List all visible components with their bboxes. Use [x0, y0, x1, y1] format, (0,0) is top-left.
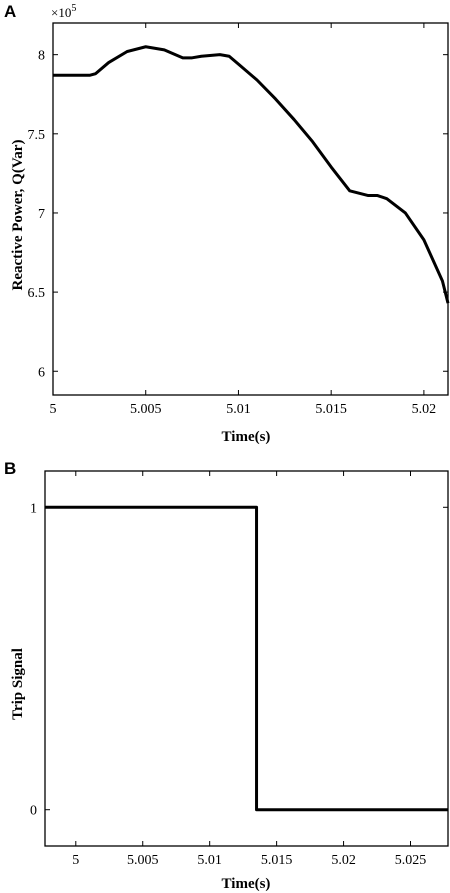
y-tick-label: 7	[38, 207, 45, 222]
y-tick-label: 1	[30, 501, 37, 516]
y-axis-title-b: Trip Signal	[10, 648, 26, 720]
x-tick-label: 5.01	[226, 402, 251, 417]
x-axis-title-a: Time(s)	[222, 429, 271, 445]
x-tick-label: 5.015	[315, 402, 347, 417]
x-tick-label: 5	[50, 402, 57, 417]
x-tick-label: 5.02	[331, 853, 356, 868]
chart-panel-b: B 5 5.005 5.01 5.015 5.02 5.025 0 1 Trip Signal…	[0, 448, 450, 893]
panel-label-b: B	[4, 459, 16, 478]
axes-box-a	[52, 22, 449, 396]
x-axis-title-b: Time(s)	[222, 876, 271, 892]
chart-a-svg: A 5 5.005 5.01 5.015 5.02 6 6.5 7 7.5 8 ×105 Reac…	[4, 2, 450, 445]
x-tick-label: 5.02	[412, 402, 437, 417]
y-axis-title-a: Reactive Power, Q(Var)	[10, 140, 26, 291]
y-tick-label: 0	[30, 804, 37, 819]
chart-panel-a: A 5 5.005 5.01 5.015 5.02 6 6.5 7 7.5 8 ×105 Reac…	[4, 2, 450, 445]
x-tick-label: 5.01	[197, 853, 222, 868]
chart-b-svg: B 5 5.005 5.01 5.015 5.02 5.025 0 1 Trip Signal…	[4, 459, 449, 892]
reactive-power-line	[53, 45, 450, 304]
trip-signal-line	[45, 505, 448, 812]
x-tick-label: 5.005	[127, 853, 159, 868]
axes-box-b	[44, 470, 449, 847]
x-tick-label: 5	[72, 853, 79, 868]
y-tick-label: 8	[38, 49, 45, 64]
y-tick-label: 6	[38, 365, 45, 380]
y-exponent-label: ×105	[51, 3, 76, 20]
x-tick-label: 5.015	[261, 853, 293, 868]
panel-label-a: A	[4, 2, 16, 21]
x-tick-label: 5.025	[395, 853, 427, 868]
y-tick-label: 6.5	[28, 286, 46, 301]
x-tick-label: 5.005	[130, 402, 162, 417]
y-tick-label: 7.5	[28, 128, 46, 143]
